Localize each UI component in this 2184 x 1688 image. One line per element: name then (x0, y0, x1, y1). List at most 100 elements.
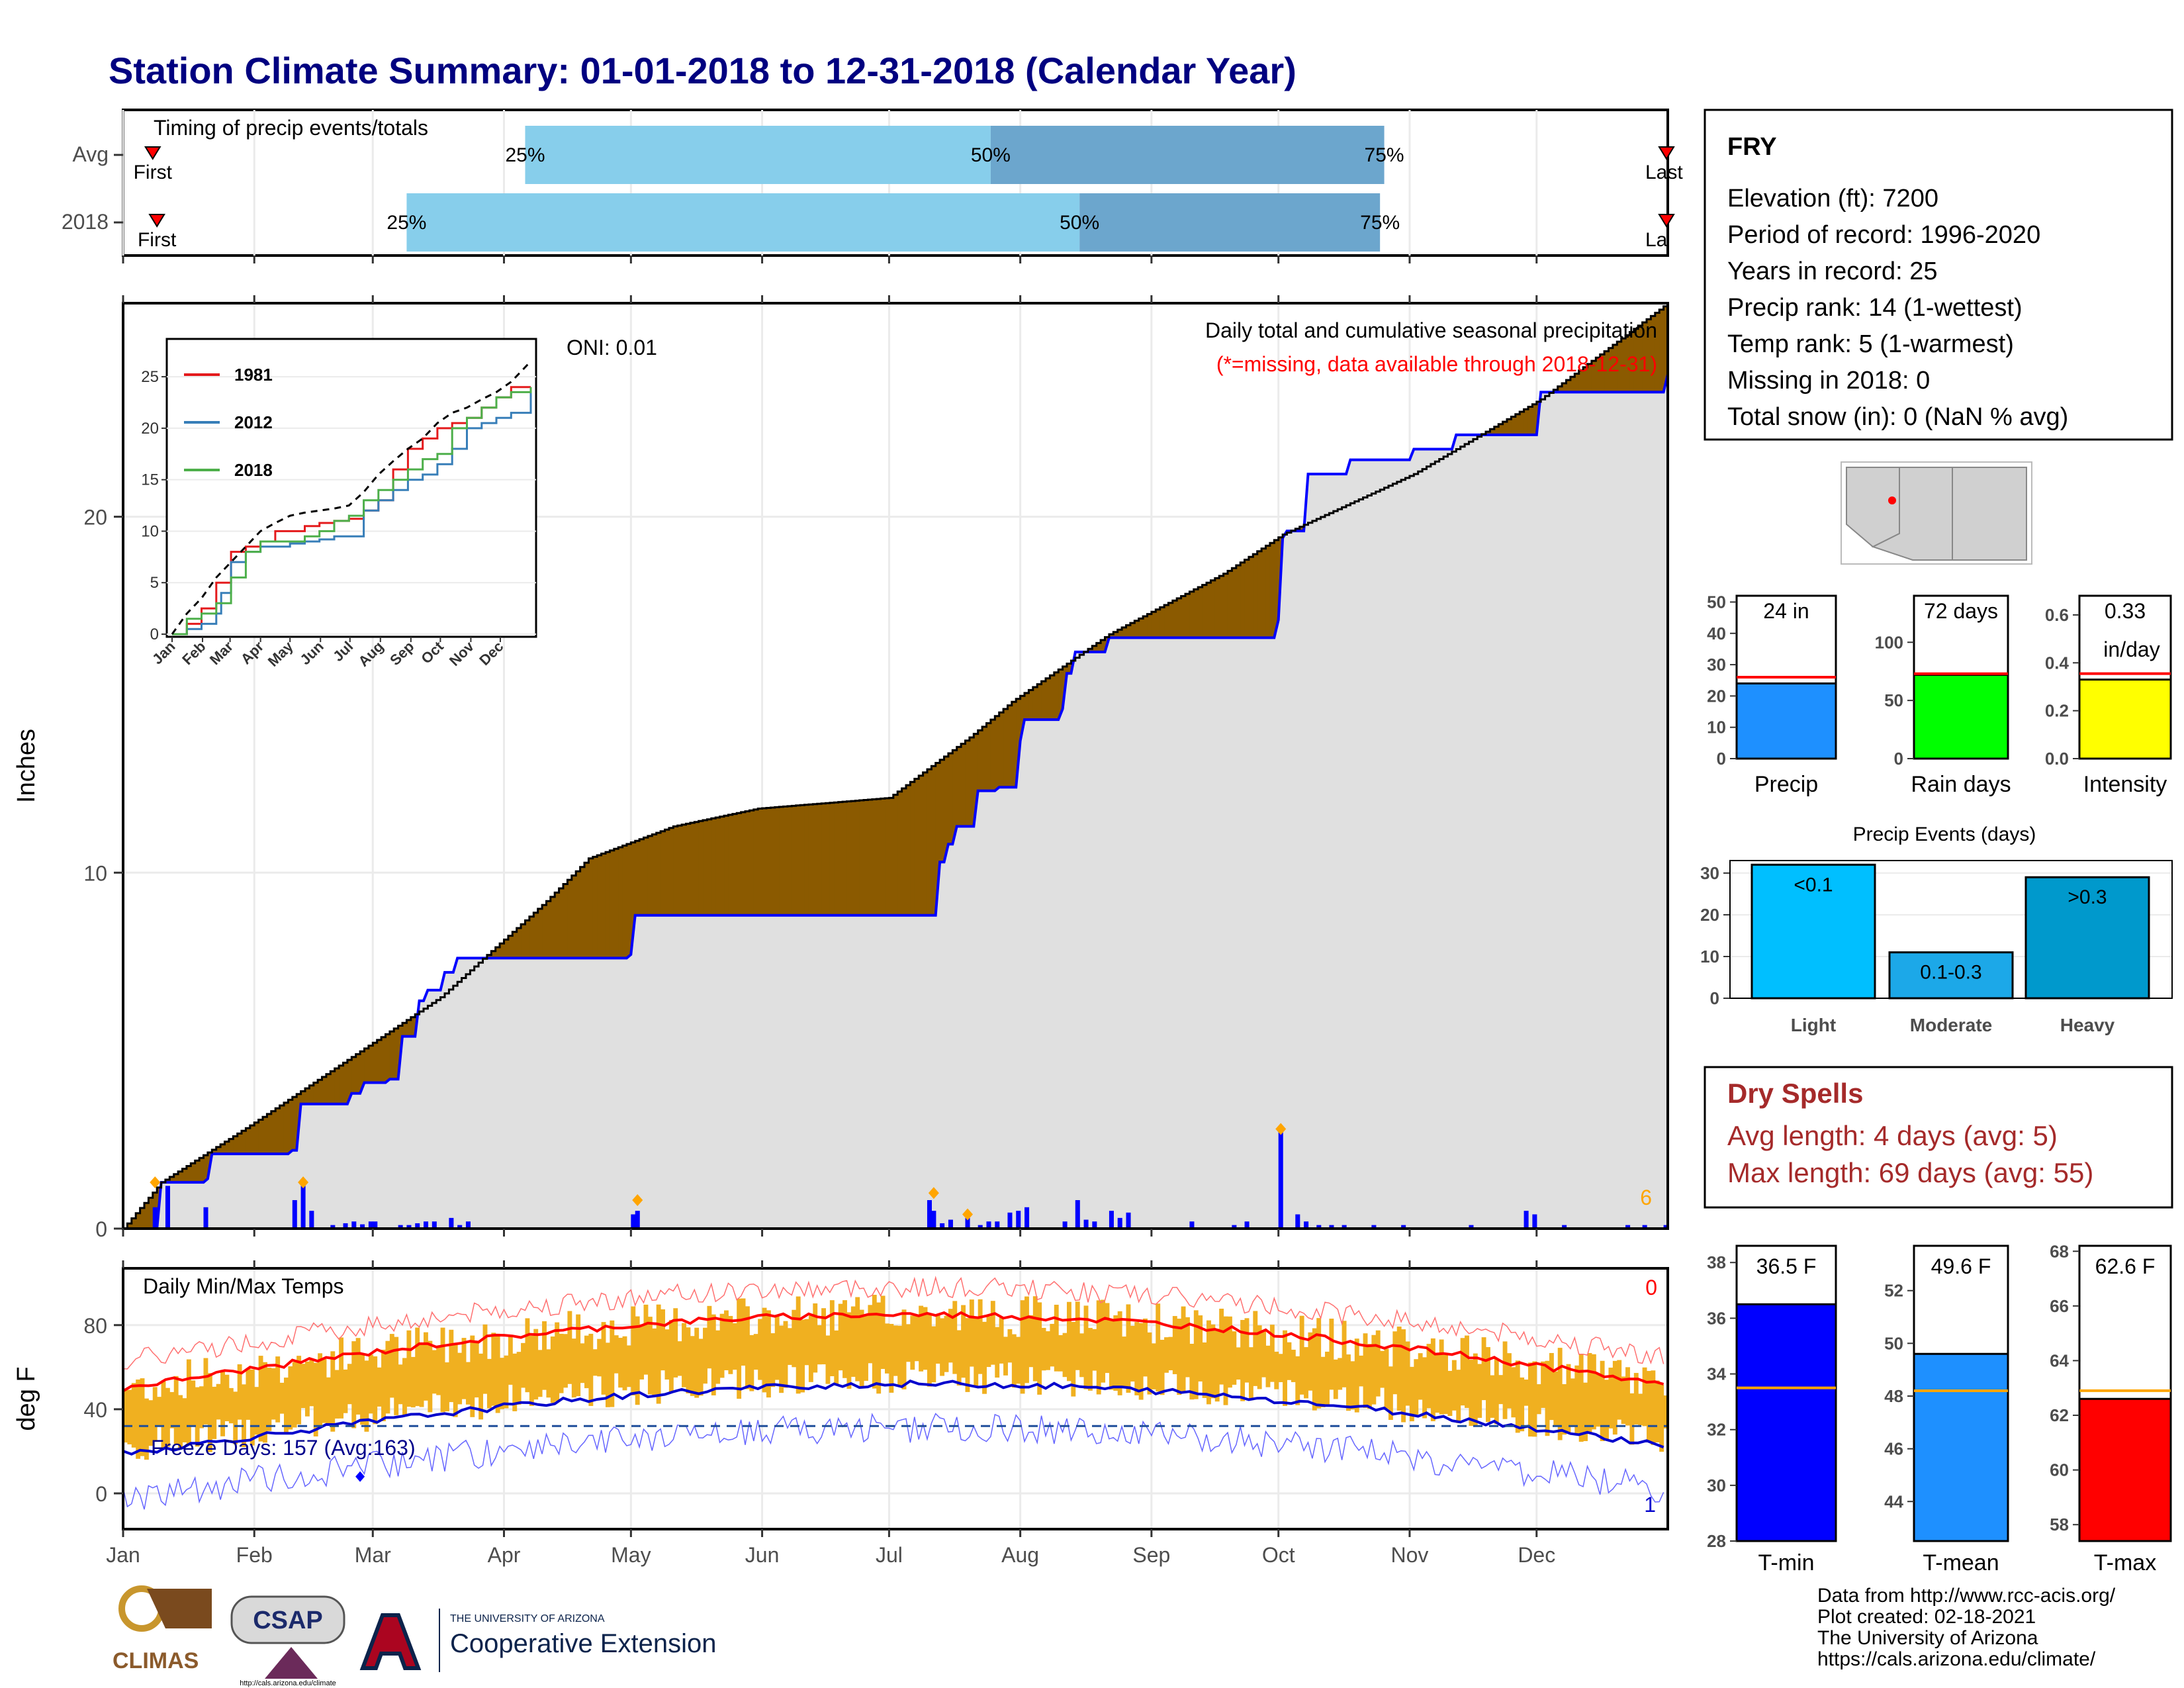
daily-temp-range-bar (1511, 1367, 1516, 1418)
daily-temp-range-bar (876, 1302, 882, 1394)
daily-temp-range-bar (1083, 1305, 1089, 1389)
precip-events-category: Moderate (1910, 1015, 1992, 1035)
daily-precip-bar (1642, 1225, 1647, 1229)
daily-temp-range-bar (1359, 1355, 1364, 1387)
precip-departure-area (592, 857, 598, 959)
daily-precip-bar (1663, 1225, 1668, 1229)
precip-departure-area (618, 847, 623, 959)
daily-temp-range-bar (1460, 1338, 1465, 1406)
precip-departure-area (728, 814, 733, 915)
precip-departure-area (275, 1108, 281, 1154)
daily-temp-range-bar (250, 1369, 255, 1446)
daily-temp-range-bar (228, 1387, 234, 1424)
summary-bar-ytick-label: 50 (1884, 690, 1903, 710)
daily-temp-range-bar (774, 1315, 780, 1380)
precip-departure-area (597, 855, 602, 959)
daily-temp-range-bar (1185, 1317, 1190, 1378)
daily-temp-range-bar (1244, 1318, 1250, 1383)
summary-bar-ytick-label: 0 (1717, 749, 1726, 769)
precip-departure-area (140, 1207, 145, 1229)
summary-bar-ytick-label: 0.0 (2045, 749, 2069, 769)
precip-departure-area (626, 844, 631, 959)
record-daily-marker (1275, 1123, 1287, 1135)
precip-departure-area (952, 750, 958, 845)
daily-precip-bar (931, 1211, 936, 1229)
precip-departure-area (876, 798, 882, 915)
daily-temp-range-bar (470, 1335, 475, 1417)
record-daily-marker (632, 1194, 643, 1206)
precip-departure-area (1261, 548, 1267, 638)
precip-departure-area (136, 1213, 141, 1229)
daily-temp-range-bar (529, 1335, 534, 1406)
daily-temp-range-bar (292, 1362, 297, 1428)
daily-temp-range-bar (1041, 1327, 1046, 1371)
observed-cumulative-area (123, 374, 1668, 1229)
precip-departure-area (127, 1223, 132, 1229)
daily-precip-bar (927, 1199, 932, 1229)
inset-legend-label: 2012 (234, 412, 273, 432)
daily-temp-range-bar (461, 1338, 467, 1399)
daily-temp-range-bar (1066, 1301, 1071, 1382)
daily-temp-range-bar (724, 1310, 729, 1371)
daily-precip-bar (203, 1207, 208, 1229)
daily-temp-range-bar (660, 1309, 665, 1371)
daily-temp-range-bar (804, 1319, 809, 1366)
daily-temp-range-bar (990, 1301, 995, 1365)
daily-temp-range-bar (1354, 1338, 1359, 1413)
daily-temp-range-bar (457, 1352, 463, 1405)
precip-departure-area (614, 849, 619, 959)
precip-departure-area (191, 1163, 196, 1183)
precip-departure-area (224, 1141, 230, 1154)
precip-departure-area (516, 927, 522, 959)
precip-departure-area (550, 896, 555, 959)
daily-temp-range-bar (1113, 1315, 1118, 1391)
summary-bar-ytick-label: 10 (1707, 718, 1726, 737)
precip-departure-area (1511, 416, 1516, 435)
precip-departure-area (885, 798, 890, 915)
precip-departure-area (1274, 539, 1279, 638)
temp-corner-top: 0 (1645, 1276, 1657, 1299)
precip-departure-area (631, 842, 636, 955)
precip-departure-area (758, 808, 763, 915)
precip-departure-area (889, 798, 894, 915)
daily-temp-range-bar (254, 1387, 259, 1435)
daily-temp-range-bar (986, 1316, 991, 1368)
precip-departure-area (394, 1028, 399, 1080)
precip-departure-area (309, 1085, 314, 1104)
daily-precip-bar (432, 1221, 437, 1229)
daily-temp-range-bar (1557, 1348, 1563, 1440)
ua-small-text: THE UNIVERSITY OF ARIZONA (450, 1613, 605, 1624)
precip-departure-area (897, 791, 903, 915)
daily-temp-range-bar (364, 1360, 369, 1432)
precip-departure-area (872, 799, 877, 915)
precip-departure-area (504, 939, 509, 959)
precip-departure-area (343, 1062, 348, 1104)
precip-departure-area (1566, 380, 1571, 393)
precip-departure-area (410, 1017, 416, 1037)
summary-bar (1735, 682, 1837, 760)
precip-departure-area (1583, 367, 1588, 393)
daily-temp-range-bar (1532, 1361, 1537, 1437)
daily-temp-range-bar (1206, 1320, 1211, 1405)
daily-temp-range-bar (1147, 1332, 1152, 1395)
precip-events-bars: 0 10 20 30 <0.1 Light 0.1-0.3 Moderate >0.3 Heavy (1700, 860, 2173, 1035)
daily-temp-range-bar (1172, 1316, 1177, 1374)
daily-temp-range-bar (1202, 1342, 1207, 1398)
daily-precip-bar (1092, 1221, 1097, 1229)
precip-departure-area (1181, 596, 1186, 638)
daily-temp-range-bar (792, 1309, 797, 1368)
daily-precip-bar (631, 1214, 636, 1229)
daily-temp-range-bar (694, 1327, 700, 1398)
daily-precip-bar (978, 1225, 983, 1229)
precip-departure-area (1223, 573, 1228, 638)
precip-departure-area (1655, 312, 1660, 393)
daily-temp-range-bar (1388, 1366, 1393, 1421)
precip-departure-area (368, 1045, 373, 1083)
precip-departure-area (1028, 690, 1034, 720)
precip-departure-area (203, 1155, 208, 1183)
daily-temp-range-bar (741, 1298, 746, 1366)
month-label: Jun (745, 1543, 780, 1567)
inset-series-line (172, 387, 532, 635)
daily-temp-range-bar (1126, 1304, 1131, 1393)
